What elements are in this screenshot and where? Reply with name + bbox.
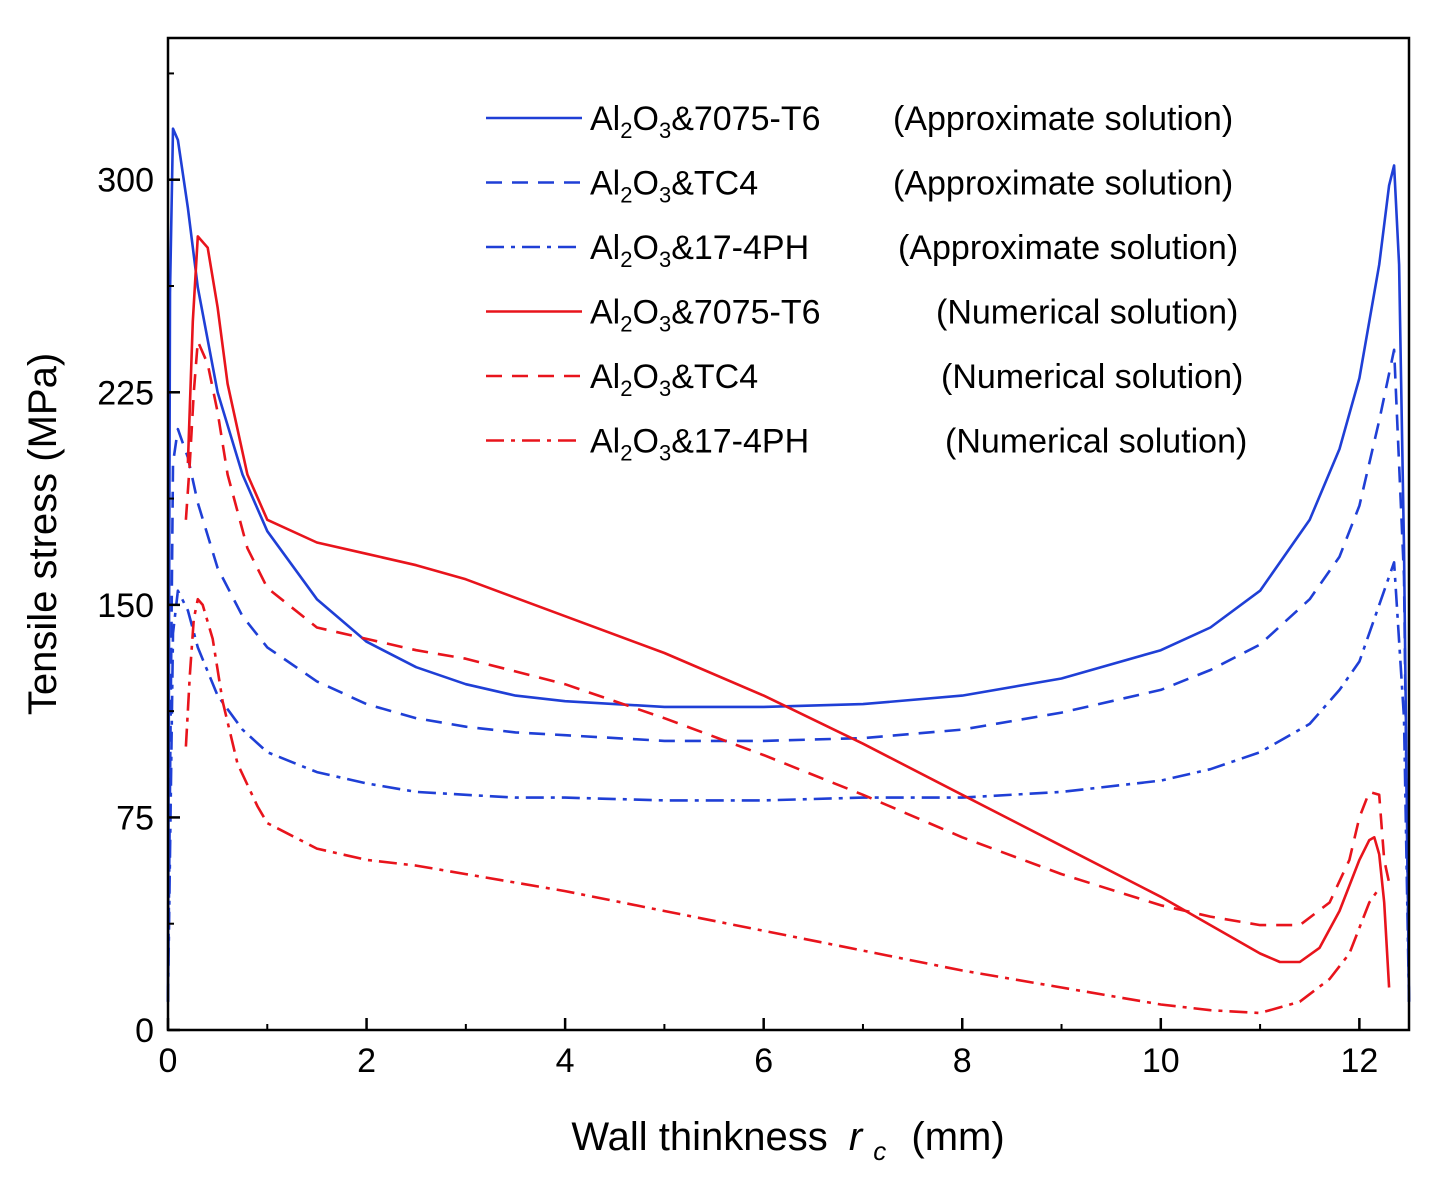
legend-label-5: Al2O3&TC4	[590, 358, 758, 401]
x-axis-title-subscript: c	[873, 1136, 886, 1166]
legend-solution-2: (Approximate solution)	[893, 165, 1233, 203]
plot-frame	[166, 36, 1411, 1032]
series-line-1	[166, 127, 1411, 1002]
legend-solution-6: (Numerical solution)	[945, 423, 1247, 461]
x-tick-label: 2	[357, 1042, 376, 1080]
legend-label-6: Al2O3&17-4PH	[590, 423, 809, 466]
y-axis-ticks: 0 75 150 225 300	[97, 72, 180, 1050]
legend: Al2O3&7075-T6 (Approximate solution) Al2O3…	[486, 100, 1247, 466]
series-line-2	[166, 348, 1411, 1002]
legend-solution-5: (Numerical solution)	[941, 358, 1243, 396]
legend-label-2: Al2O3&TC4	[590, 165, 758, 208]
series-line-5	[184, 340, 1391, 927]
y-tick-label: 150	[97, 587, 154, 625]
y-tick-label: 225	[97, 374, 154, 412]
legend-label-4: Al2O3&7075-T6	[590, 294, 821, 337]
x-tick-label: 4	[556, 1042, 575, 1080]
series-line-6	[184, 597, 1381, 1015]
x-tick-label: 10	[1142, 1042, 1180, 1080]
x-tick-label: 0	[159, 1042, 178, 1080]
x-tick-label: 8	[953, 1042, 972, 1080]
x-axis-title-symbol: r	[849, 1115, 864, 1159]
legend-label-1: Al2O3&7075-T6	[590, 100, 821, 143]
y-axis-title: Tensile stress (MPa)	[21, 353, 65, 715]
legend-solution-4: (Numerical solution)	[936, 294, 1238, 332]
x-axis-title-unit: (mm)	[911, 1115, 1004, 1159]
y-tick-label: 75	[116, 799, 154, 837]
x-axis-title: Wall thinkness r c (mm)	[571, 1115, 1004, 1169]
x-axis-ticks: 0 2 4 6 8 10 12	[159, 1018, 1378, 1080]
legend-label-3: Al2O3&17-4PH	[590, 229, 809, 272]
y-tick-label: 300	[97, 162, 154, 200]
y-tick-label: 0	[135, 1012, 154, 1050]
series-line-3	[166, 561, 1411, 1002]
series-layer	[166, 127, 1411, 1015]
x-tick-label: 12	[1340, 1042, 1378, 1080]
legend-solution-1: (Approximate solution)	[893, 100, 1233, 138]
legend-solution-3: (Approximate solution)	[898, 229, 1238, 267]
series-line-4	[186, 235, 1391, 988]
x-axis-title-text: Wall thinkness	[571, 1115, 827, 1159]
x-tick-label: 6	[754, 1042, 773, 1080]
